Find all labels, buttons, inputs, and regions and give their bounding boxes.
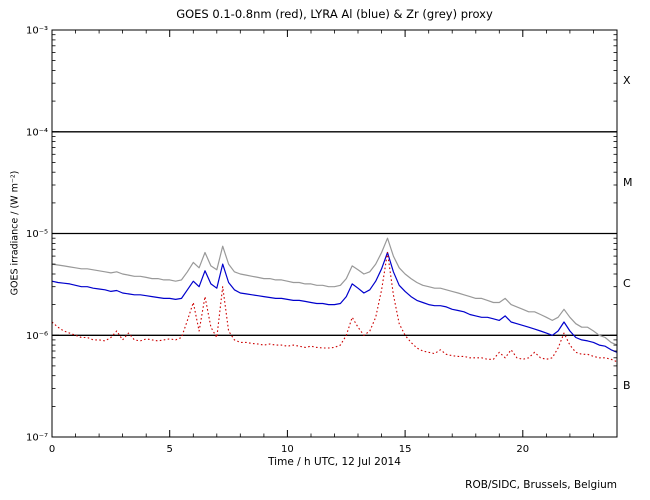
y-tick-label: 10⁻⁵ [26, 229, 48, 240]
y-axis-label: GOES irradiance / (W m⁻²) [9, 170, 21, 296]
flare-class-label-c: C [623, 277, 631, 290]
x-tick-label: 15 [399, 444, 412, 455]
series-lyra-al [51, 251, 618, 353]
chart-title: GOES 0.1-0.8nm (red), LYRA Al (blue) & Z… [176, 7, 493, 21]
y-tick-label: 10⁻⁶ [26, 331, 48, 342]
y-tick-label: 10⁻⁴ [26, 127, 48, 138]
x-tick-label: 5 [167, 444, 173, 455]
credit-text: ROB/SIDC, Brussels, Belgium [465, 479, 617, 491]
flare-class-label-x: X [623, 74, 631, 87]
x-tick-label: 0 [49, 444, 55, 455]
series-lyra-zr [51, 237, 618, 346]
series-goes [51, 251, 618, 363]
x-axis-label: Time / h UTC, 12 Jul 2014 [268, 456, 401, 468]
x-tick-label: 20 [516, 444, 529, 455]
y-tick-label: 10⁻³ [26, 26, 48, 37]
flare-class-label-b: B [623, 379, 631, 392]
flare-class-label-m: M [623, 176, 633, 189]
x-tick-label: 10 [281, 444, 294, 455]
y-tick-label: 10⁻⁷ [26, 433, 48, 444]
